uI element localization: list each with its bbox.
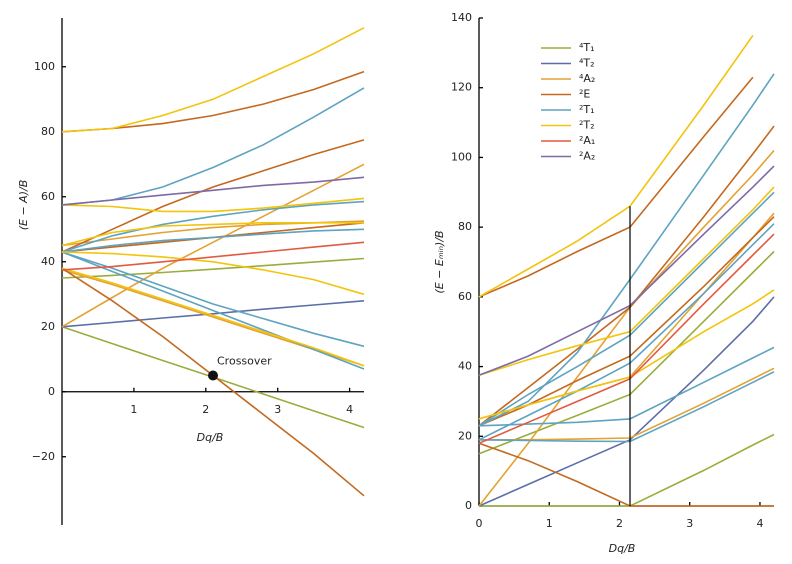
series-line bbox=[61, 251, 365, 370]
y-tick-label: 40 bbox=[458, 360, 472, 373]
series-line bbox=[61, 267, 365, 367]
x-tick-label: 3 bbox=[686, 517, 693, 530]
x-tick-label: 1 bbox=[546, 517, 553, 530]
series-line bbox=[61, 241, 365, 271]
x-tick-label: 3 bbox=[274, 403, 281, 416]
series-line bbox=[61, 222, 364, 247]
series-line bbox=[61, 70, 365, 133]
series-line bbox=[61, 251, 365, 348]
legend-label: ²E bbox=[579, 88, 590, 101]
x-axis-title: Dq/B bbox=[197, 431, 224, 444]
legend-label: ⁴T₂ bbox=[579, 57, 595, 70]
series-line bbox=[61, 163, 365, 328]
x-tick-label: 1 bbox=[130, 403, 137, 416]
series-line bbox=[61, 257, 365, 279]
annotation: Crossover bbox=[217, 355, 272, 368]
legend-label: ²A₂ bbox=[579, 150, 595, 163]
legend-label: ²T₁ bbox=[579, 103, 595, 116]
y-tick-label: 40 bbox=[41, 255, 55, 268]
y-tick-label: 0 bbox=[465, 499, 472, 512]
series-line bbox=[478, 296, 775, 507]
series-line bbox=[478, 73, 775, 427]
series-line bbox=[61, 139, 365, 253]
y-tick-label: 60 bbox=[41, 190, 55, 203]
y-tick-label: 120 bbox=[451, 81, 472, 94]
series-line bbox=[478, 149, 775, 507]
y-axis-title: (E − A)/B bbox=[17, 180, 30, 231]
y-tick-label: 0 bbox=[48, 385, 55, 398]
x-tick-label: 4 bbox=[756, 517, 763, 530]
series-line bbox=[478, 250, 775, 455]
series-line bbox=[61, 197, 365, 213]
series-line bbox=[478, 233, 775, 445]
x-axis-title: Dq/B bbox=[609, 542, 636, 555]
series-line bbox=[479, 433, 775, 507]
y-tick-label: 100 bbox=[34, 60, 55, 73]
legend-label: ⁴A₂ bbox=[579, 72, 595, 85]
y-tick-label: 80 bbox=[458, 220, 472, 233]
series-line bbox=[61, 200, 365, 253]
series-line bbox=[61, 27, 365, 133]
series-line bbox=[61, 176, 365, 206]
series-line bbox=[478, 346, 775, 427]
x-tick-label: 4 bbox=[346, 403, 353, 416]
x-tick-label: 2 bbox=[616, 517, 623, 530]
crossover-point bbox=[208, 370, 218, 381]
legend-label: ²A₁ bbox=[579, 134, 595, 147]
series-line bbox=[478, 442, 774, 507]
y-tick-label: 20 bbox=[41, 320, 55, 333]
series-line bbox=[478, 76, 754, 298]
x-tick-label: 2 bbox=[202, 403, 209, 416]
legend-label: ²T₂ bbox=[579, 119, 595, 132]
y-tick-label: 100 bbox=[451, 150, 472, 163]
series-line bbox=[478, 34, 754, 298]
series-line bbox=[61, 228, 365, 253]
y-axis-title: (E − Eₘᵢₙ)/B bbox=[433, 230, 446, 293]
y-tick-label: −20 bbox=[32, 450, 55, 463]
y-tick-label: 140 bbox=[451, 11, 472, 24]
series-line bbox=[61, 251, 365, 296]
legend-label: ⁴T₁ bbox=[579, 41, 595, 54]
series-line bbox=[61, 267, 365, 497]
y-tick-label: 80 bbox=[41, 125, 55, 138]
y-tick-label: 60 bbox=[458, 290, 472, 303]
x-tick-label: 0 bbox=[476, 517, 483, 530]
series-line bbox=[61, 300, 365, 328]
y-tick-label: 20 bbox=[458, 429, 472, 442]
series-line bbox=[478, 186, 775, 377]
